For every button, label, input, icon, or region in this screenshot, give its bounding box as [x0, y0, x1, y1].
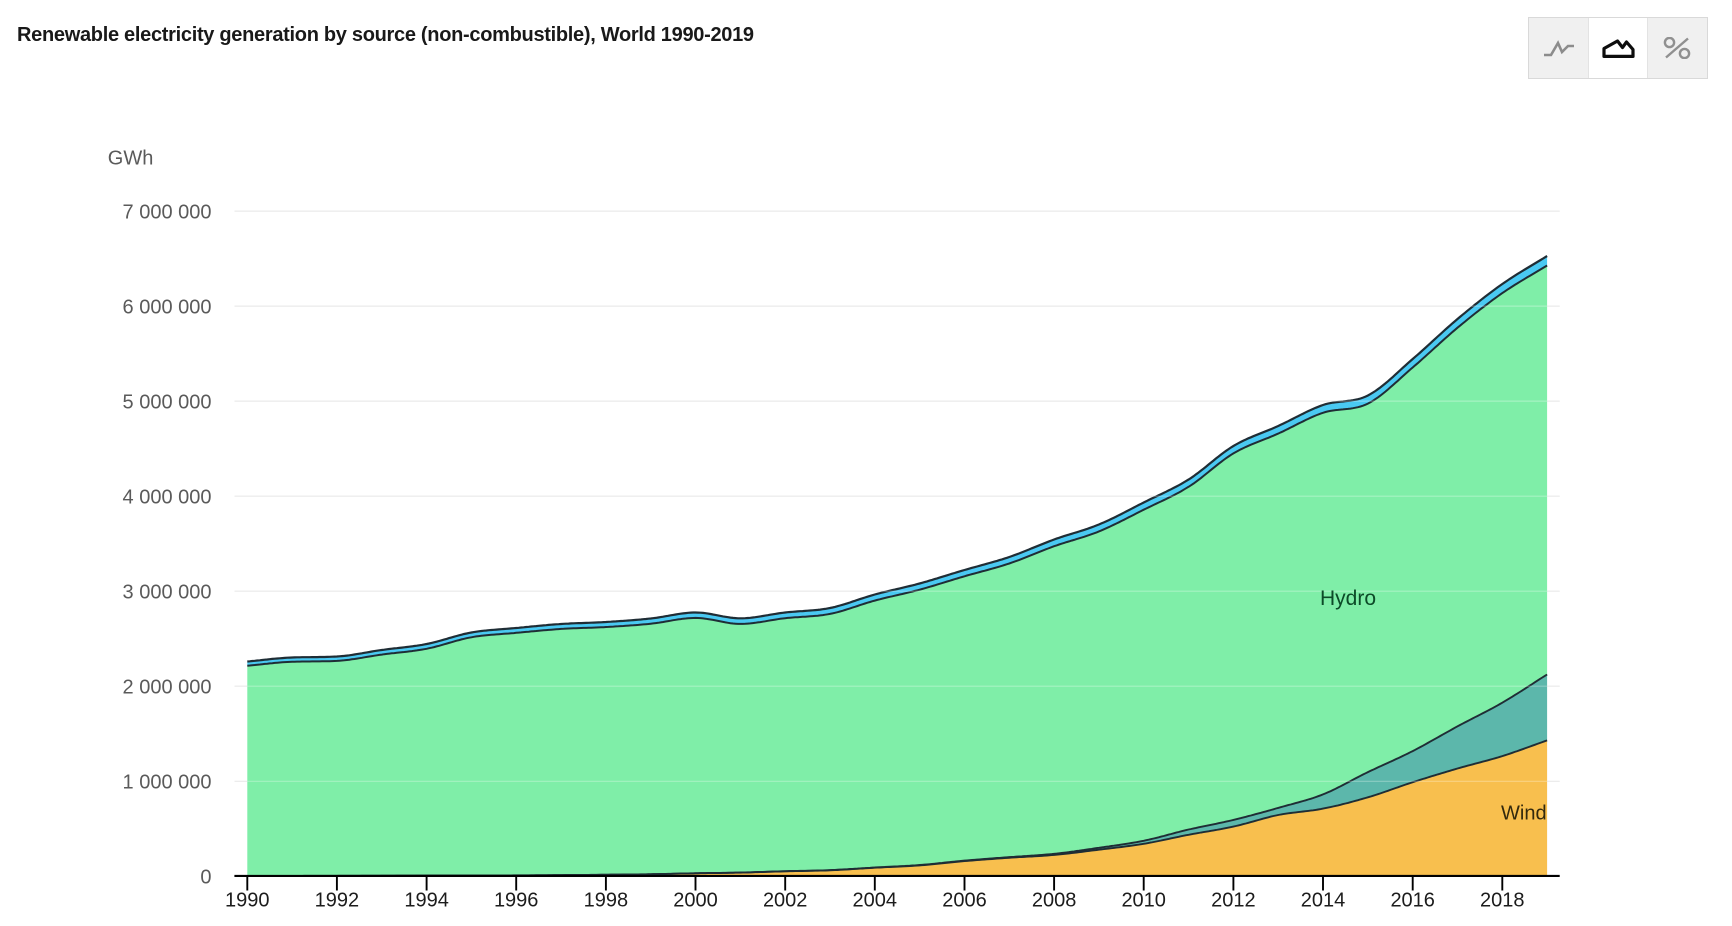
svg-text:2008: 2008: [1032, 890, 1077, 912]
svg-text:1992: 1992: [315, 890, 360, 912]
svg-text:1998: 1998: [584, 890, 629, 912]
svg-text:2000: 2000: [673, 890, 718, 912]
svg-text:2006: 2006: [942, 890, 987, 912]
svg-text:2018: 2018: [1480, 890, 1525, 912]
svg-text:2010: 2010: [1121, 890, 1166, 912]
svg-text:1994: 1994: [404, 890, 449, 912]
svg-text:2002: 2002: [763, 890, 808, 912]
svg-text:2004: 2004: [853, 890, 898, 912]
svg-text:0: 0: [200, 866, 211, 888]
svg-text:1990: 1990: [225, 890, 270, 912]
svg-text:Hydro: Hydro: [1320, 587, 1376, 610]
svg-text:7 000 000: 7 000 000: [123, 201, 212, 223]
svg-text:1996: 1996: [494, 890, 539, 912]
svg-text:GWh: GWh: [108, 148, 154, 170]
svg-text:2 000 000: 2 000 000: [123, 676, 212, 698]
svg-text:2016: 2016: [1390, 890, 1435, 912]
svg-text:Wind: Wind: [1501, 803, 1547, 825]
svg-text:6 000 000: 6 000 000: [123, 296, 212, 318]
svg-text:1 000 000: 1 000 000: [123, 772, 212, 794]
svg-text:4 000 000: 4 000 000: [123, 486, 212, 508]
svg-text:2014: 2014: [1301, 890, 1346, 912]
svg-text:5 000 000: 5 000 000: [123, 391, 212, 413]
svg-text:2012: 2012: [1211, 890, 1256, 912]
svg-text:3 000 000: 3 000 000: [123, 581, 212, 603]
